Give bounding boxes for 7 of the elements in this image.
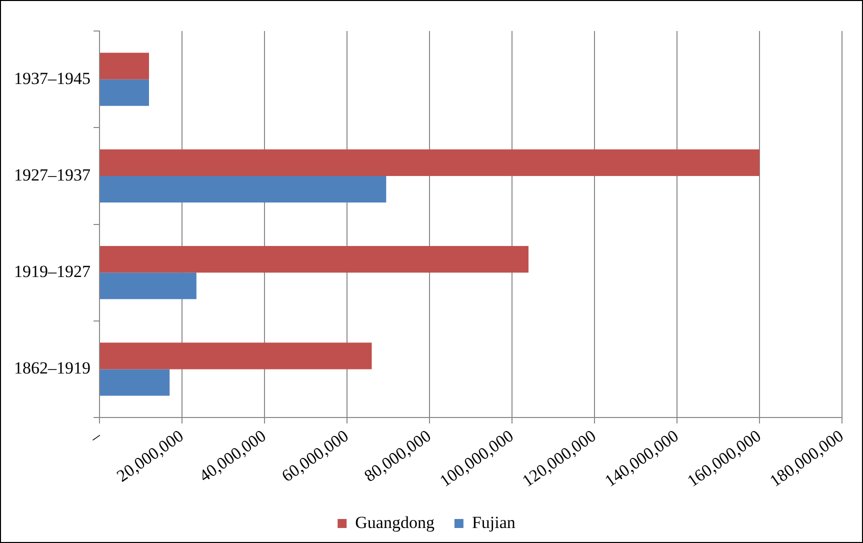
legend-label: Fujian [472, 512, 516, 532]
y-tick-label: 1862–1919 [14, 358, 90, 378]
y-tick-label: 1927–1937 [14, 165, 91, 184]
legend-label: Guangdong [355, 512, 435, 532]
y-tick-label: 1919–1927 [14, 262, 91, 282]
y-tick-label: 1937–1945 [14, 68, 90, 88]
x-tick-label: – [86, 426, 105, 448]
